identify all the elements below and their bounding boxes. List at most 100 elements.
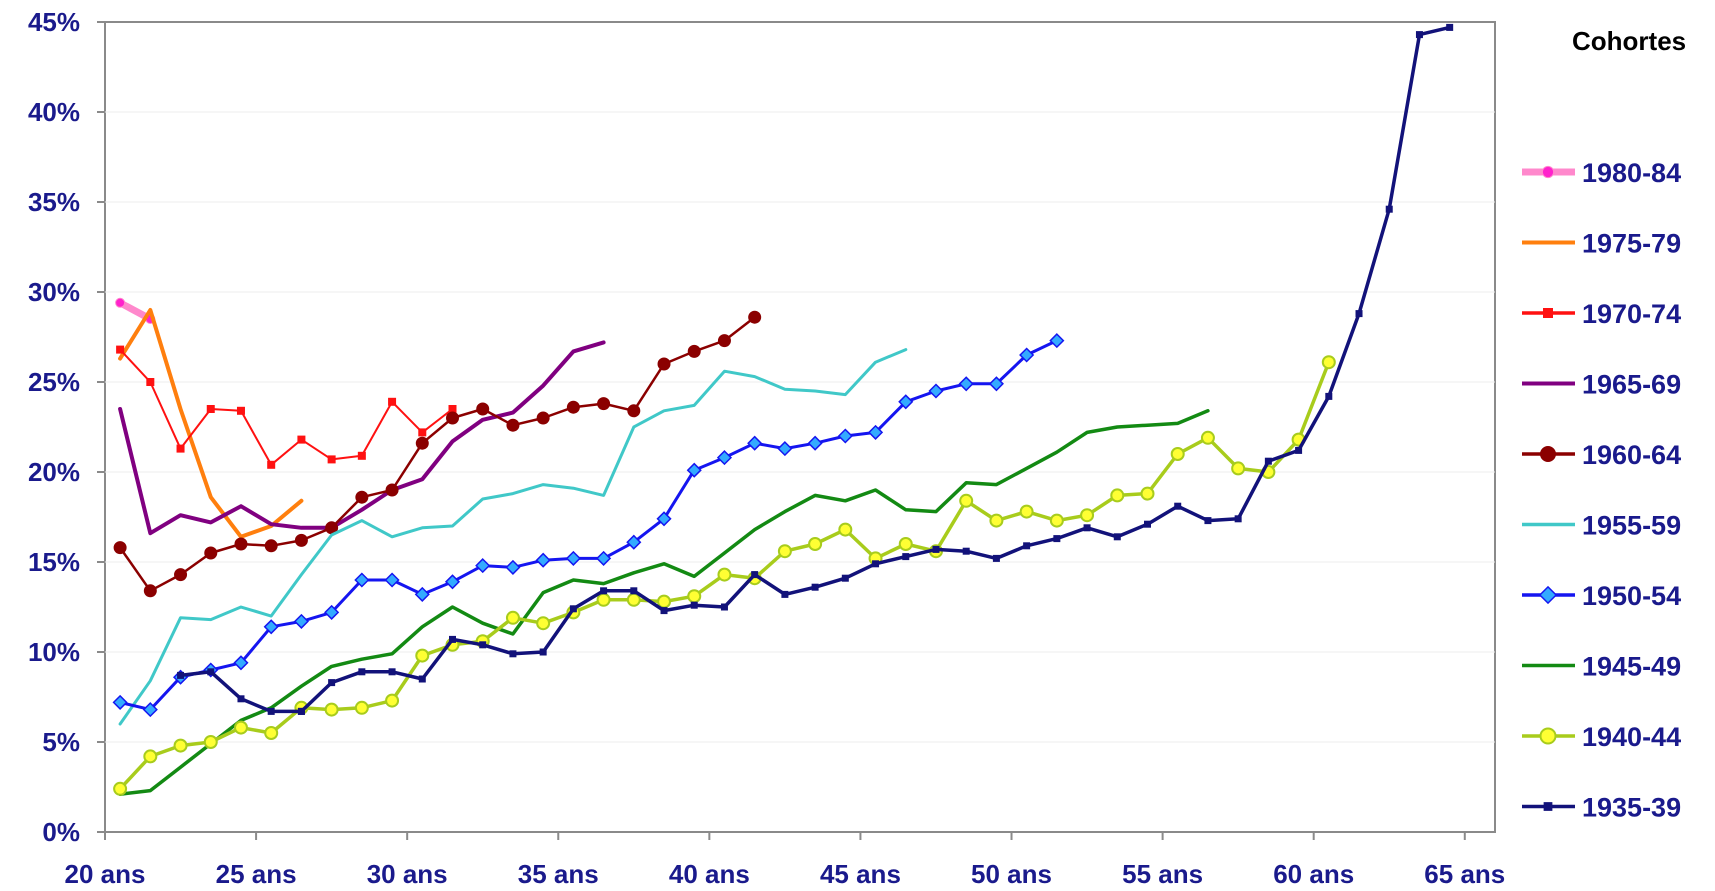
data-point — [1053, 535, 1061, 543]
data-point — [174, 568, 188, 582]
legend-item-1955-59: 1955-59 — [1522, 511, 1681, 541]
legend-item-1980-84: 1980-84 — [1522, 158, 1681, 188]
y-tick-label: 15% — [28, 547, 80, 577]
data-point — [505, 610, 520, 625]
series-line — [118, 315, 756, 593]
x-tick-label: 50 ans — [971, 859, 1052, 889]
legend-item-1975-79: 1975-79 — [1522, 229, 1681, 259]
data-point — [385, 693, 400, 708]
data-point — [446, 411, 459, 425]
data-point — [989, 513, 1004, 528]
legend-label: 1955-59 — [1582, 511, 1681, 541]
x-tick-label: 65 ans — [1424, 859, 1505, 889]
legend: Cohortes 1980-84 1975-79 1970-74 1965-69 196… — [1522, 26, 1686, 823]
x-tick-label: 35 ans — [518, 859, 599, 889]
x-tick-label: 40 ans — [669, 859, 750, 889]
data-point — [1023, 542, 1031, 550]
data-point — [1295, 446, 1303, 454]
data-point — [902, 553, 910, 561]
data-point — [324, 604, 340, 620]
data-point — [656, 511, 672, 527]
data-point — [264, 726, 279, 740]
data-point — [264, 539, 278, 553]
series-1960-64 — [113, 310, 762, 598]
series-1970-74 — [116, 345, 457, 469]
data-point — [418, 675, 426, 683]
data-point — [716, 450, 733, 466]
series-1935-39-early — [177, 668, 305, 715]
data-point — [237, 695, 245, 703]
data-point — [777, 544, 792, 559]
data-point — [143, 749, 158, 764]
data-point — [475, 558, 491, 574]
data-point — [626, 534, 642, 550]
data-point — [808, 537, 823, 551]
data-point — [354, 700, 369, 715]
data-point — [448, 405, 457, 413]
data-point — [959, 493, 974, 508]
data-point — [207, 668, 215, 676]
y-tick-label: 5% — [42, 727, 80, 757]
data-point — [233, 655, 249, 671]
legend-label: 1950-54 — [1582, 581, 1681, 611]
data-point — [1538, 585, 1558, 605]
data-point — [176, 444, 185, 453]
data-point — [1019, 504, 1034, 519]
series-1945-49 — [118, 409, 1210, 796]
data-point — [1174, 502, 1182, 510]
data-point — [872, 560, 880, 568]
data-point — [1234, 515, 1242, 523]
x-tick-label: 45 ans — [820, 859, 901, 889]
y-tick-label: 0% — [42, 817, 80, 847]
data-point — [1200, 430, 1215, 445]
data-point — [1231, 461, 1246, 476]
series-1955-59 — [118, 348, 908, 726]
data-point — [355, 490, 369, 504]
x-tick-label: 20 ans — [65, 859, 146, 889]
data-point — [838, 522, 853, 537]
data-point — [747, 435, 763, 451]
legend-label: 1975-79 — [1582, 229, 1681, 259]
y-tick-label: 35% — [28, 187, 80, 217]
data-point — [748, 310, 762, 324]
data-point — [1140, 486, 1155, 501]
data-point — [536, 411, 550, 425]
legend-item-1965-69: 1965-69 — [1522, 370, 1681, 400]
data-point — [267, 460, 276, 469]
legend-item-1935-39: 1935-39 — [1522, 793, 1681, 823]
data-point — [328, 679, 336, 687]
legend-label: 1965-69 — [1582, 370, 1681, 400]
data-point — [354, 572, 370, 588]
data-point — [687, 344, 701, 358]
data-point — [1446, 23, 1454, 31]
series-line — [118, 340, 606, 536]
data-point — [686, 462, 702, 478]
legend-title: Cohortes — [1572, 26, 1686, 56]
y-tick-label: 30% — [28, 277, 80, 307]
data-point — [324, 702, 339, 717]
data-point — [357, 451, 366, 460]
data-point — [358, 668, 366, 676]
y-tick-label: 25% — [28, 367, 80, 397]
data-point — [204, 546, 218, 560]
data-point — [112, 694, 128, 710]
data-point — [1113, 533, 1121, 541]
data-point — [988, 376, 1004, 392]
data-point — [294, 533, 308, 547]
data-point — [958, 376, 974, 392]
data-point — [418, 428, 427, 437]
legend-item-1950-54: 1950-54 — [1522, 581, 1681, 611]
data-point — [717, 567, 732, 582]
data-point — [234, 537, 248, 551]
data-point — [206, 405, 215, 413]
data-point — [415, 436, 429, 450]
data-point — [385, 483, 399, 497]
data-point — [116, 345, 125, 354]
data-point — [263, 619, 279, 635]
data-point — [143, 584, 157, 598]
y-axis: 0% 5% 10% 15% 20% 25% 30% 35% 40% 45% — [28, 7, 105, 847]
data-point — [657, 357, 671, 371]
data-point — [1321, 355, 1336, 370]
gridlines — [105, 111, 1495, 743]
